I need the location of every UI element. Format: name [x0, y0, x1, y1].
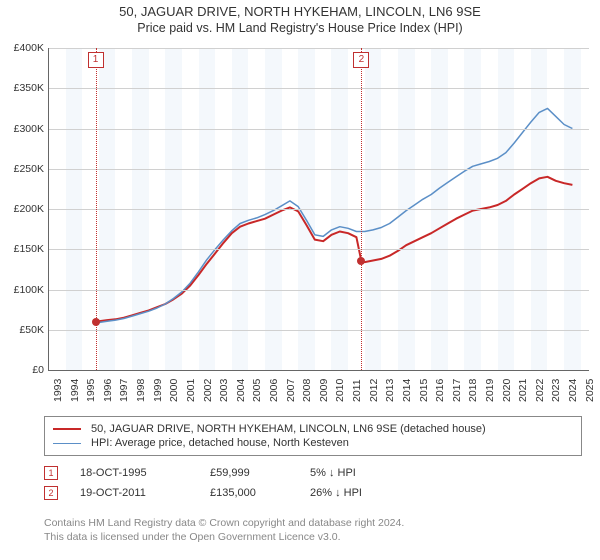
x-tick-label: 2012 — [368, 379, 380, 402]
x-tick-label: 2006 — [268, 379, 280, 402]
grid-line — [49, 48, 589, 49]
x-tick-label: 2017 — [451, 379, 463, 402]
x-tick-label: 2020 — [501, 379, 513, 402]
title-subtitle: Price paid vs. HM Land Registry's House … — [0, 21, 600, 35]
plot-area: 12 — [48, 48, 589, 371]
x-tick-label: 2019 — [484, 379, 496, 402]
sales-block: 1 18-OCT-1995£59,9995% ↓ HPI 2 19-OCT-2011£… — [44, 466, 430, 506]
x-tick-label: 2023 — [550, 379, 562, 402]
x-tick-label: 2005 — [251, 379, 263, 402]
legend-row: 50, JAGUAR DRIVE, NORTH HYKEHAM, LINCOLN… — [53, 423, 573, 435]
grid-line — [49, 290, 589, 291]
x-tick-label: 1998 — [135, 379, 147, 402]
legend-swatch — [53, 443, 81, 444]
x-tick-label: 2002 — [202, 379, 214, 402]
y-tick-label: £350K — [14, 82, 44, 94]
sale-row: 2 19-OCT-2011£135,00026% ↓ HPI — [44, 486, 430, 500]
y-tick-label: £400K — [14, 42, 44, 54]
x-tick-label: 2001 — [185, 379, 197, 402]
sale-pct: 5% ↓ HPI — [310, 467, 430, 479]
sale-price: £59,999 — [210, 467, 310, 479]
sale-price: £135,000 — [210, 487, 310, 499]
x-tick-label: 2021 — [517, 379, 529, 402]
x-tick-label: 2011 — [351, 379, 363, 402]
title-block: 50, JAGUAR DRIVE, NORTH HYKEHAM, LINCOLN… — [0, 0, 600, 35]
x-tick-label: 2003 — [218, 379, 230, 402]
x-tick-label: 1995 — [85, 379, 97, 402]
footer-line1: Contains HM Land Registry data © Crown c… — [44, 516, 404, 530]
y-tick-label: £250K — [14, 163, 44, 175]
sale-pct: 26% ↓ HPI — [310, 487, 430, 499]
x-tick-label: 2013 — [384, 379, 396, 402]
sale-marker-box: 2 — [353, 52, 369, 68]
x-tick-label: 2008 — [301, 379, 313, 402]
footer-line2: This data is licensed under the Open Gov… — [44, 530, 404, 544]
x-tick-label: 1999 — [152, 379, 164, 402]
title-address: 50, JAGUAR DRIVE, NORTH HYKEHAM, LINCOLN… — [0, 4, 600, 19]
y-tick-label: £0 — [32, 364, 44, 376]
x-tick-label: 2004 — [235, 379, 247, 402]
y-tick-label: £50K — [19, 324, 44, 336]
sale-row: 1 18-OCT-1995£59,9995% ↓ HPI — [44, 466, 430, 480]
sale-row-marker: 1 — [44, 466, 58, 480]
x-tick-label: 2000 — [168, 379, 180, 402]
grid-line — [49, 88, 589, 89]
sale-date: 18-OCT-1995 — [80, 467, 210, 479]
footer-attribution: Contains HM Land Registry data © Crown c… — [44, 516, 404, 544]
sale-marker-line — [361, 48, 362, 370]
grid-line — [49, 249, 589, 250]
x-tick-label: 2007 — [285, 379, 297, 402]
grid-line — [49, 209, 589, 210]
legend-label: 50, JAGUAR DRIVE, NORTH HYKEHAM, LINCOLN… — [91, 423, 486, 435]
sale-marker-dot — [357, 257, 365, 265]
x-tick-label: 1994 — [69, 379, 81, 402]
x-tick-label: 2015 — [418, 379, 430, 402]
legend-row: HPI: Average price, detached house, Nort… — [53, 437, 573, 449]
x-tick-label: 2016 — [434, 379, 446, 402]
chart-container: 50, JAGUAR DRIVE, NORTH HYKEHAM, LINCOLN… — [0, 0, 600, 560]
legend-box: 50, JAGUAR DRIVE, NORTH HYKEHAM, LINCOLN… — [44, 416, 582, 456]
x-tick-label: 2024 — [567, 379, 579, 402]
x-tick-label: 2018 — [467, 379, 479, 402]
legend-swatch — [53, 428, 81, 430]
legend-label: HPI: Average price, detached house, Nort… — [91, 437, 349, 449]
grid-line — [49, 169, 589, 170]
grid-line — [49, 129, 589, 130]
y-tick-label: £150K — [14, 243, 44, 255]
sale-marker-box: 1 — [88, 52, 104, 68]
x-tick-label: 1993 — [52, 379, 64, 402]
y-tick-label: £200K — [14, 203, 44, 215]
sale-date: 19-OCT-2011 — [80, 487, 210, 499]
x-tick-label: 2014 — [401, 379, 413, 402]
y-tick-label: £300K — [14, 123, 44, 135]
y-tick-label: £100K — [14, 284, 44, 296]
x-tick-label: 2010 — [334, 379, 346, 402]
x-tick-label: 2022 — [534, 379, 546, 402]
sale-row-marker: 2 — [44, 486, 58, 500]
chart-outer: 12 £0£50K£100K£150K£200K£250K£300K£350K£… — [0, 42, 600, 408]
sale-marker-dot — [92, 318, 100, 326]
x-tick-label: 1996 — [102, 379, 114, 402]
grid-line — [49, 330, 589, 331]
x-tick-label: 1997 — [118, 379, 130, 402]
x-tick-label: 2025 — [584, 379, 596, 402]
x-tick-label: 2009 — [318, 379, 330, 402]
